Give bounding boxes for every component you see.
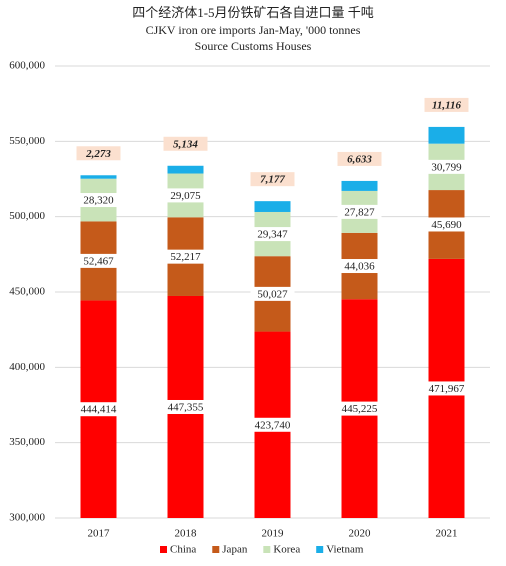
value-label: 447,355: [168, 402, 204, 414]
value-label: 44,036: [344, 261, 375, 273]
value-label-bg: [337, 259, 382, 274]
value-label-bg: [250, 417, 295, 432]
x-tick-label: 2020: [349, 528, 372, 540]
value-label: 5,134: [173, 138, 198, 150]
legend-label: China: [170, 544, 196, 556]
value-label-bg: [424, 159, 469, 174]
value-label: 7,177: [260, 174, 285, 186]
bar-segment: [254, 201, 291, 212]
y-tick-label: 300,000: [9, 512, 45, 524]
value-label: 6,633: [347, 153, 372, 165]
value-label: 11,116: [432, 99, 462, 111]
x-tick-label: 2017: [88, 528, 111, 540]
x-tick-label: 2018: [175, 528, 198, 540]
value-label-bg: [337, 401, 382, 416]
y-tick-label: 550,000: [9, 135, 45, 147]
value-label-bg: [76, 402, 121, 417]
bar-segment: [80, 175, 117, 179]
value-label: 30,799: [431, 161, 462, 173]
legend-swatch: [212, 546, 220, 553]
chart-title: 四个经济体1-5月份铁矿石各自进口量 千吨: [132, 5, 374, 20]
legend-label: Japan: [222, 544, 248, 556]
value-label: 27,827: [344, 206, 375, 218]
bar-segment: [341, 180, 378, 191]
value-label-bg: [337, 204, 382, 219]
value-label: 471,967: [429, 383, 465, 395]
bar-segment: [428, 126, 465, 144]
value-label-bg: [424, 381, 469, 396]
legend-swatch: [263, 546, 271, 553]
value-label: 45,690: [431, 219, 462, 231]
value-label-bg: [424, 97, 469, 112]
value-label: 52,217: [170, 251, 201, 263]
value-label-bg: [163, 188, 208, 203]
value-label-bg: [424, 217, 469, 232]
value-label-bg: [250, 172, 295, 187]
legend-label: Korea: [273, 544, 300, 556]
y-tick-label: 600,000: [9, 60, 45, 72]
x-tick-label: 2021: [436, 528, 458, 540]
x-tick-label: 2019: [262, 528, 285, 540]
value-label: 29,075: [170, 190, 201, 202]
value-label: 423,740: [255, 419, 291, 431]
value-label: 29,347: [257, 229, 288, 241]
value-label-bg: [163, 249, 208, 264]
legend-swatch: [160, 546, 167, 553]
value-label-bg: [76, 146, 121, 161]
value-label-bg: [76, 253, 121, 268]
value-label-bg: [163, 399, 208, 414]
value-label-bg: [163, 136, 208, 151]
value-label: 2,273: [85, 148, 111, 160]
legend-label: Vietnam: [326, 544, 364, 556]
bar-segment: [167, 165, 204, 174]
value-label: 444,414: [81, 404, 117, 416]
value-label: 52,467: [83, 255, 114, 267]
legend-swatch: [316, 546, 324, 553]
value-label: 50,027: [257, 288, 288, 300]
y-tick-label: 450,000: [9, 286, 45, 298]
y-tick-label: 500,000: [9, 210, 45, 222]
value-label: 445,225: [342, 403, 378, 415]
chart-source: Source Customs Houses: [195, 39, 312, 53]
y-tick-label: 400,000: [9, 361, 45, 373]
value-label-bg: [250, 227, 295, 242]
value-label-bg: [76, 193, 121, 208]
value-label-bg: [250, 286, 295, 301]
y-tick-label: 350,000: [9, 436, 45, 448]
value-label-bg: [337, 151, 382, 166]
chart-subtitle: CJKV iron ore imports Jan-May, '000 tonn…: [146, 23, 361, 37]
value-label: 28,320: [83, 195, 114, 207]
